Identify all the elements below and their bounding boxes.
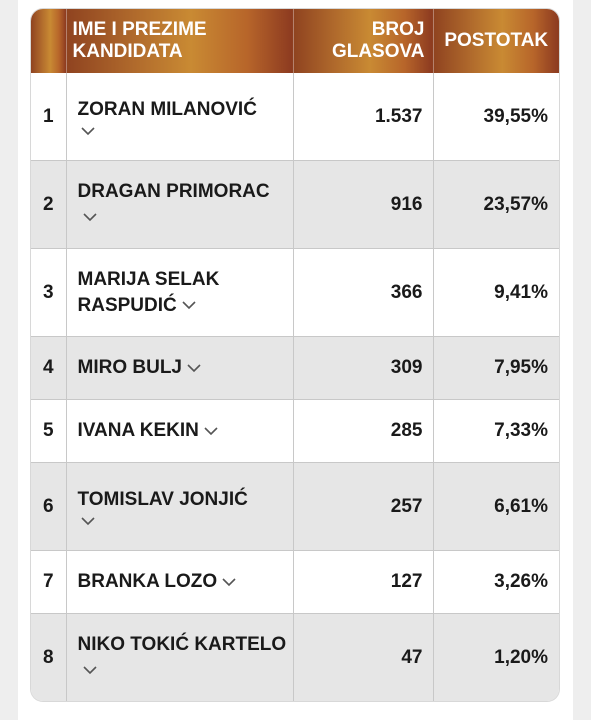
row-votes: 309 <box>293 336 434 400</box>
candidate-name: MIRO BULJ <box>77 357 183 378</box>
candidate-name: IVANA KEKIN <box>77 420 199 441</box>
row-votes: 47 <box>293 613 434 701</box>
row-rank: 5 <box>31 399 67 463</box>
chevron-down-icon[interactable] <box>80 125 96 137</box>
chevron-down-icon[interactable] <box>82 211 98 223</box>
header-rank <box>31 9 67 73</box>
row-candidate: ZORAN MILANOVIĆ <box>66 73 294 161</box>
row-percent: 23,57% <box>433 160 559 249</box>
row-candidate: BRANKA LOZO <box>66 550 294 614</box>
table-row: 6 TOMISLAV JONJIĆ 257 6,61% <box>31 462 559 551</box>
header-candidate-name: IME I PREZIME KANDIDATA <box>66 9 294 73</box>
chevron-down-icon[interactable] <box>82 664 98 676</box>
table-row: 3 MARIJA SELAK RASPUDIĆ 366 9,41% <box>31 248 559 337</box>
candidate-name: DRAGAN PRIMORAC <box>77 180 270 202</box>
row-votes: 1.537 <box>293 73 434 161</box>
header-votes: BROJ GLASOVA <box>293 9 434 73</box>
header-candidate-name-label: IME I PREZIME KANDIDATA <box>72 19 207 62</box>
row-rank: 4 <box>31 336 67 400</box>
header-percent-label: POSTOTAK <box>444 30 549 51</box>
row-rank: 3 <box>31 248 67 337</box>
table-row: 4 MIRO BULJ 309 7,95% <box>31 336 559 400</box>
table-row: 5 IVANA KEKIN 285 7,33% <box>31 399 559 463</box>
row-percent: 7,95% <box>433 336 559 400</box>
row-votes: 127 <box>293 550 434 614</box>
row-percent: 39,55% <box>433 73 559 161</box>
candidate-name: MARIJA SELAK RASPUDIĆ <box>77 268 220 316</box>
table-body: 1 ZORAN MILANOVIĆ 1.537 39,55% 2 DRAGAN … <box>31 73 559 701</box>
row-rank: 1 <box>31 73 67 161</box>
candidate-name: TOMISLAV JONJIĆ <box>77 488 248 510</box>
row-candidate: IVANA KEKIN <box>66 399 294 463</box>
chevron-down-icon[interactable] <box>181 299 197 311</box>
table-header: IME I PREZIME KANDIDATA BROJ GLASOVA POS… <box>31 9 559 73</box>
row-rank: 2 <box>31 160 67 249</box>
row-votes: 285 <box>293 399 434 463</box>
table-row: 7 BRANKA LOZO 127 3,26% <box>31 550 559 614</box>
chevron-down-icon[interactable] <box>186 362 202 374</box>
row-votes: 916 <box>293 160 434 249</box>
row-candidate: DRAGAN PRIMORAC <box>66 160 294 249</box>
table-row: 8 NIKO TOKIĆ KARTELO 47 1,20% <box>31 613 559 701</box>
header-votes-label: BROJ GLASOVA <box>331 19 425 62</box>
header-percent: POSTOTAK <box>433 9 559 73</box>
row-percent: 6,61% <box>433 462 559 551</box>
candidate-name: NIKO TOKIĆ KARTELO <box>77 633 287 655</box>
row-candidate: NIKO TOKIĆ KARTELO <box>66 613 294 701</box>
table-row: 1 ZORAN MILANOVIĆ 1.537 39,55% <box>31 73 559 161</box>
candidate-name: ZORAN MILANOVIĆ <box>77 98 257 120</box>
row-candidate: MIRO BULJ <box>66 336 294 400</box>
candidate-name: BRANKA LOZO <box>77 571 218 592</box>
election-results-table: IME I PREZIME KANDIDATA BROJ GLASOVA POS… <box>31 9 559 701</box>
row-percent: 1,20% <box>433 613 559 701</box>
row-votes: 366 <box>293 248 434 337</box>
row-percent: 3,26% <box>433 550 559 614</box>
row-rank: 6 <box>31 462 67 551</box>
chevron-down-icon[interactable] <box>203 425 219 437</box>
row-candidate: MARIJA SELAK RASPUDIĆ <box>66 248 294 337</box>
table-row: 2 DRAGAN PRIMORAC 916 23,57% <box>31 160 559 249</box>
row-votes: 257 <box>293 462 434 551</box>
results-table-container: IME I PREZIME KANDIDATA BROJ GLASOVA POS… <box>31 9 559 701</box>
row-percent: 7,33% <box>433 399 559 463</box>
header-row: IME I PREZIME KANDIDATA BROJ GLASOVA POS… <box>31 9 559 73</box>
row-rank: 8 <box>31 613 67 701</box>
row-percent: 9,41% <box>433 248 559 337</box>
row-candidate: TOMISLAV JONJIĆ <box>66 462 294 551</box>
row-rank: 7 <box>31 550 67 614</box>
chevron-down-icon[interactable] <box>80 515 96 527</box>
chevron-down-icon[interactable] <box>221 576 237 588</box>
